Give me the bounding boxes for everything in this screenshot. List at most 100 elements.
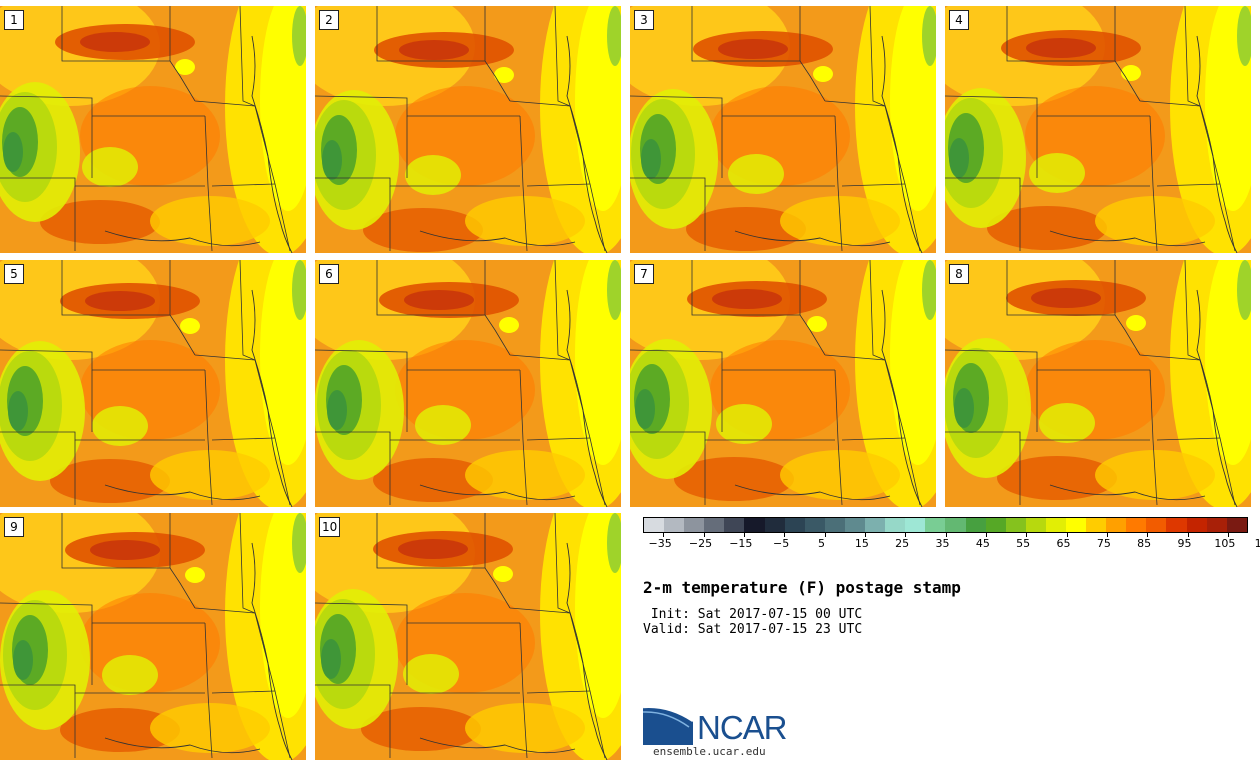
- temperature-region: [403, 654, 459, 694]
- river-border: [566, 542, 608, 760]
- colorbar-tick-label: −5: [773, 537, 790, 550]
- river-border: [881, 35, 923, 253]
- temperature-region: [50, 459, 170, 503]
- state-border: [1149, 369, 1158, 506]
- state-border: [884, 105, 921, 252]
- colorbar-swatch: [1045, 518, 1066, 532]
- state-border: [1006, 6, 1115, 62]
- figure-title: 2-m temperature (F) postage stamp: [643, 578, 961, 597]
- temperature-region: [1039, 403, 1095, 443]
- state-border: [630, 177, 835, 187]
- state-border: [1114, 260, 1141, 356]
- state-border: [169, 6, 196, 102]
- logo-name: NCAR: [697, 709, 788, 746]
- valid-time: Valid: Sat 2017-07-15 23 UTC: [643, 622, 863, 637]
- state-border: [945, 349, 1150, 371]
- state-border: [0, 602, 205, 624]
- colorbar-swatch: [664, 518, 685, 532]
- colorbar-tick: [1187, 533, 1189, 537]
- temperature-region: [728, 154, 784, 194]
- state-border: [526, 690, 591, 694]
- state-border: [484, 6, 511, 102]
- member-stamp: 2: [315, 6, 621, 253]
- colorbar-swatch: [684, 518, 705, 532]
- colorbar-swatch: [865, 518, 886, 532]
- state-border: [254, 612, 291, 759]
- temperature-region: [180, 318, 200, 334]
- river-border: [566, 35, 608, 253]
- temperature-region: [674, 457, 794, 501]
- state-border: [554, 6, 571, 107]
- state-border: [169, 513, 196, 609]
- temperature-region: [92, 406, 148, 446]
- colorbar-swatch: [1166, 518, 1187, 532]
- state-border: [569, 105, 606, 252]
- temperature-region: [404, 290, 474, 310]
- temperature-region: [1031, 288, 1101, 308]
- state-border: [945, 177, 1150, 187]
- temperature-map: [315, 260, 621, 507]
- colorbar-tick-label: 65: [1056, 537, 1071, 550]
- colorbar-tick: [663, 533, 665, 537]
- state-border: [1199, 105, 1236, 252]
- state-border: [61, 513, 170, 569]
- temperature-region: [292, 513, 306, 573]
- colorbar-tick-label: 85: [1137, 537, 1152, 550]
- temperature-region: [493, 566, 513, 582]
- state-border: [509, 100, 571, 107]
- river-border: [1196, 35, 1238, 253]
- temperature-region: [494, 67, 514, 83]
- colorbar-swatch: [704, 518, 725, 532]
- colorbar-tick-label: 45: [975, 537, 990, 550]
- state-border: [841, 437, 906, 441]
- colorbar-tick: [784, 533, 786, 537]
- state-border: [211, 183, 276, 187]
- colorbar-swatch: [985, 518, 1006, 532]
- state-border: [239, 513, 256, 614]
- colorbar-tick: [1106, 533, 1108, 537]
- colorbar-tick: [743, 533, 745, 537]
- river-border: [1049, 484, 1206, 501]
- colorbar-swatch: [1186, 518, 1207, 532]
- colorbar-tick-label: 25: [895, 537, 910, 550]
- colorbar-tick: [864, 533, 866, 537]
- state-border: [824, 100, 886, 107]
- member-stamp: 5: [0, 260, 306, 507]
- temperature-region: [922, 260, 936, 320]
- temperature-map: [0, 6, 306, 253]
- state-border: [834, 115, 843, 252]
- state-border: [824, 354, 886, 361]
- temperature-region: [997, 456, 1117, 500]
- logo-url: ensemble.ucar.edu: [653, 745, 766, 758]
- state-border: [169, 260, 196, 356]
- member-stamp: 7: [630, 260, 936, 507]
- temperature-region: [102, 655, 158, 695]
- colorbar-swatch: [1106, 518, 1127, 532]
- temperature-region: [607, 6, 621, 66]
- state-border: [194, 354, 256, 361]
- temperature-map: [0, 513, 306, 760]
- colorbar: [643, 517, 1248, 533]
- member-label: 2: [319, 10, 339, 30]
- state-border: [211, 690, 276, 694]
- temperature-region: [292, 260, 306, 320]
- temperature-region: [80, 32, 150, 52]
- temperature-region: [361, 707, 481, 751]
- state-border: [315, 177, 520, 187]
- temperature-map: [630, 6, 936, 253]
- colorbar-tick: [945, 533, 947, 537]
- temperature-map: [630, 260, 936, 507]
- colorbar-tick: [1147, 533, 1149, 537]
- temperature-region: [1029, 153, 1085, 193]
- colorbar-swatch: [644, 518, 665, 532]
- colorbar-swatch: [1025, 518, 1046, 532]
- temperature-region: [954, 388, 974, 428]
- state-border: [194, 607, 256, 614]
- colorbar-swatch: [764, 518, 785, 532]
- colorbar-swatch: [1005, 518, 1026, 532]
- state-border: [1114, 6, 1141, 102]
- member-label: 3: [634, 10, 654, 30]
- state-border: [376, 260, 485, 316]
- state-border: [799, 260, 826, 356]
- colorbar-tick-label: −15: [729, 537, 753, 550]
